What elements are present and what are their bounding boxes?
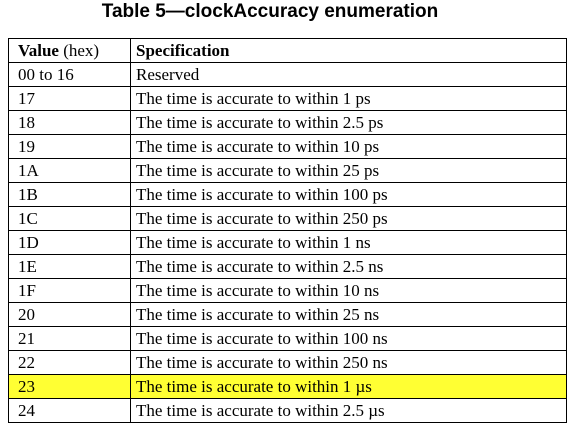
table-row: 22 The time is accurate to within 250 ns xyxy=(8,350,567,375)
value-cell: 1A xyxy=(8,158,131,183)
value-cell: 1D xyxy=(8,230,131,255)
table-row: 1A The time is accurate to within 25 ps xyxy=(8,158,567,183)
table-row: 1E The time is accurate to within 2.5 ns xyxy=(8,254,567,279)
value-column-header: Value (hex) xyxy=(8,38,131,63)
specification-cell: The time is accurate to within 100 ps xyxy=(130,182,567,207)
table-row: 23 The time is accurate to within 1 µs xyxy=(8,374,567,399)
table-header-row: Value (hex) Specification xyxy=(8,38,567,63)
table-row: 1D The time is accurate to within 1 ns xyxy=(8,230,567,255)
value-cell: 21 xyxy=(8,326,131,351)
table-row: 1C The time is accurate to within 250 ps xyxy=(8,206,567,231)
value-header-unit: (hex) xyxy=(58,40,100,60)
table-row: 1B The time is accurate to within 100 ps xyxy=(8,182,567,207)
specification-cell: The time is accurate to within 2.5 ps xyxy=(130,110,567,135)
specification-cell: The time is accurate to within 25 ns xyxy=(130,302,567,327)
specification-cell: The time is accurate to within 2.5 ns xyxy=(130,254,567,279)
table-title: Table 5—clockAccuracy enumeration xyxy=(101,1,439,22)
specification-cell: The time is accurate to within 1 µs xyxy=(130,374,567,399)
table-row: 17 The time is accurate to within 1 ps xyxy=(8,86,567,111)
table-row: 24 The time is accurate to within 2.5 µs xyxy=(8,398,567,423)
value-cell: 23 xyxy=(8,374,131,399)
table-row: 20 The time is accurate to within 25 ns xyxy=(8,302,567,327)
value-cell: 1E xyxy=(8,254,131,279)
specification-cell: Reserved xyxy=(130,62,567,87)
value-cell: 24 xyxy=(8,398,131,423)
specification-cell: The time is accurate to within 10 ps xyxy=(130,134,567,159)
value-cell: 18 xyxy=(8,110,131,135)
table-body: 00 to 16 Reserved 17 The time is accurate t… xyxy=(8,62,567,423)
specification-cell: The time is accurate to within 250 ns xyxy=(130,350,567,375)
spec-header-label: Specification xyxy=(136,40,230,60)
value-cell: 1B xyxy=(8,182,131,207)
value-cell: 19 xyxy=(8,134,131,159)
specification-cell: The time is accurate to within 2.5 µs xyxy=(130,398,567,423)
value-cell: 1F xyxy=(8,278,131,303)
table-row: 1F The time is accurate to within 10 ns xyxy=(8,278,567,303)
value-cell: 17 xyxy=(8,86,131,111)
clock-accuracy-table: Value (hex) Specification 00 to 16 Reserv… xyxy=(8,38,567,423)
specification-cell: The time is accurate to within 100 ns xyxy=(130,326,567,351)
specification-cell: The time is accurate to within 1 ns xyxy=(130,230,567,255)
table-row: 18 The time is accurate to within 2.5 ps xyxy=(8,110,567,135)
value-cell: 00 to 16 xyxy=(8,62,131,87)
spec-column-header: Specification xyxy=(130,38,567,63)
table-row: 00 to 16 Reserved xyxy=(8,62,567,87)
specification-cell: The time is accurate to within 25 ps xyxy=(130,158,567,183)
value-cell: 22 xyxy=(8,350,131,375)
value-header-label: Value xyxy=(18,40,59,60)
table-row: 21 The time is accurate to within 100 ns xyxy=(8,326,567,351)
specification-cell: The time is accurate to within 10 ns xyxy=(130,278,567,303)
value-cell: 20 xyxy=(8,302,131,327)
table-row: 19 The time is accurate to within 10 ps xyxy=(8,134,567,159)
value-cell: 1C xyxy=(8,206,131,231)
specification-cell: The time is accurate to within 250 ps xyxy=(130,206,567,231)
specification-cell: The time is accurate to within 1 ps xyxy=(130,86,567,111)
